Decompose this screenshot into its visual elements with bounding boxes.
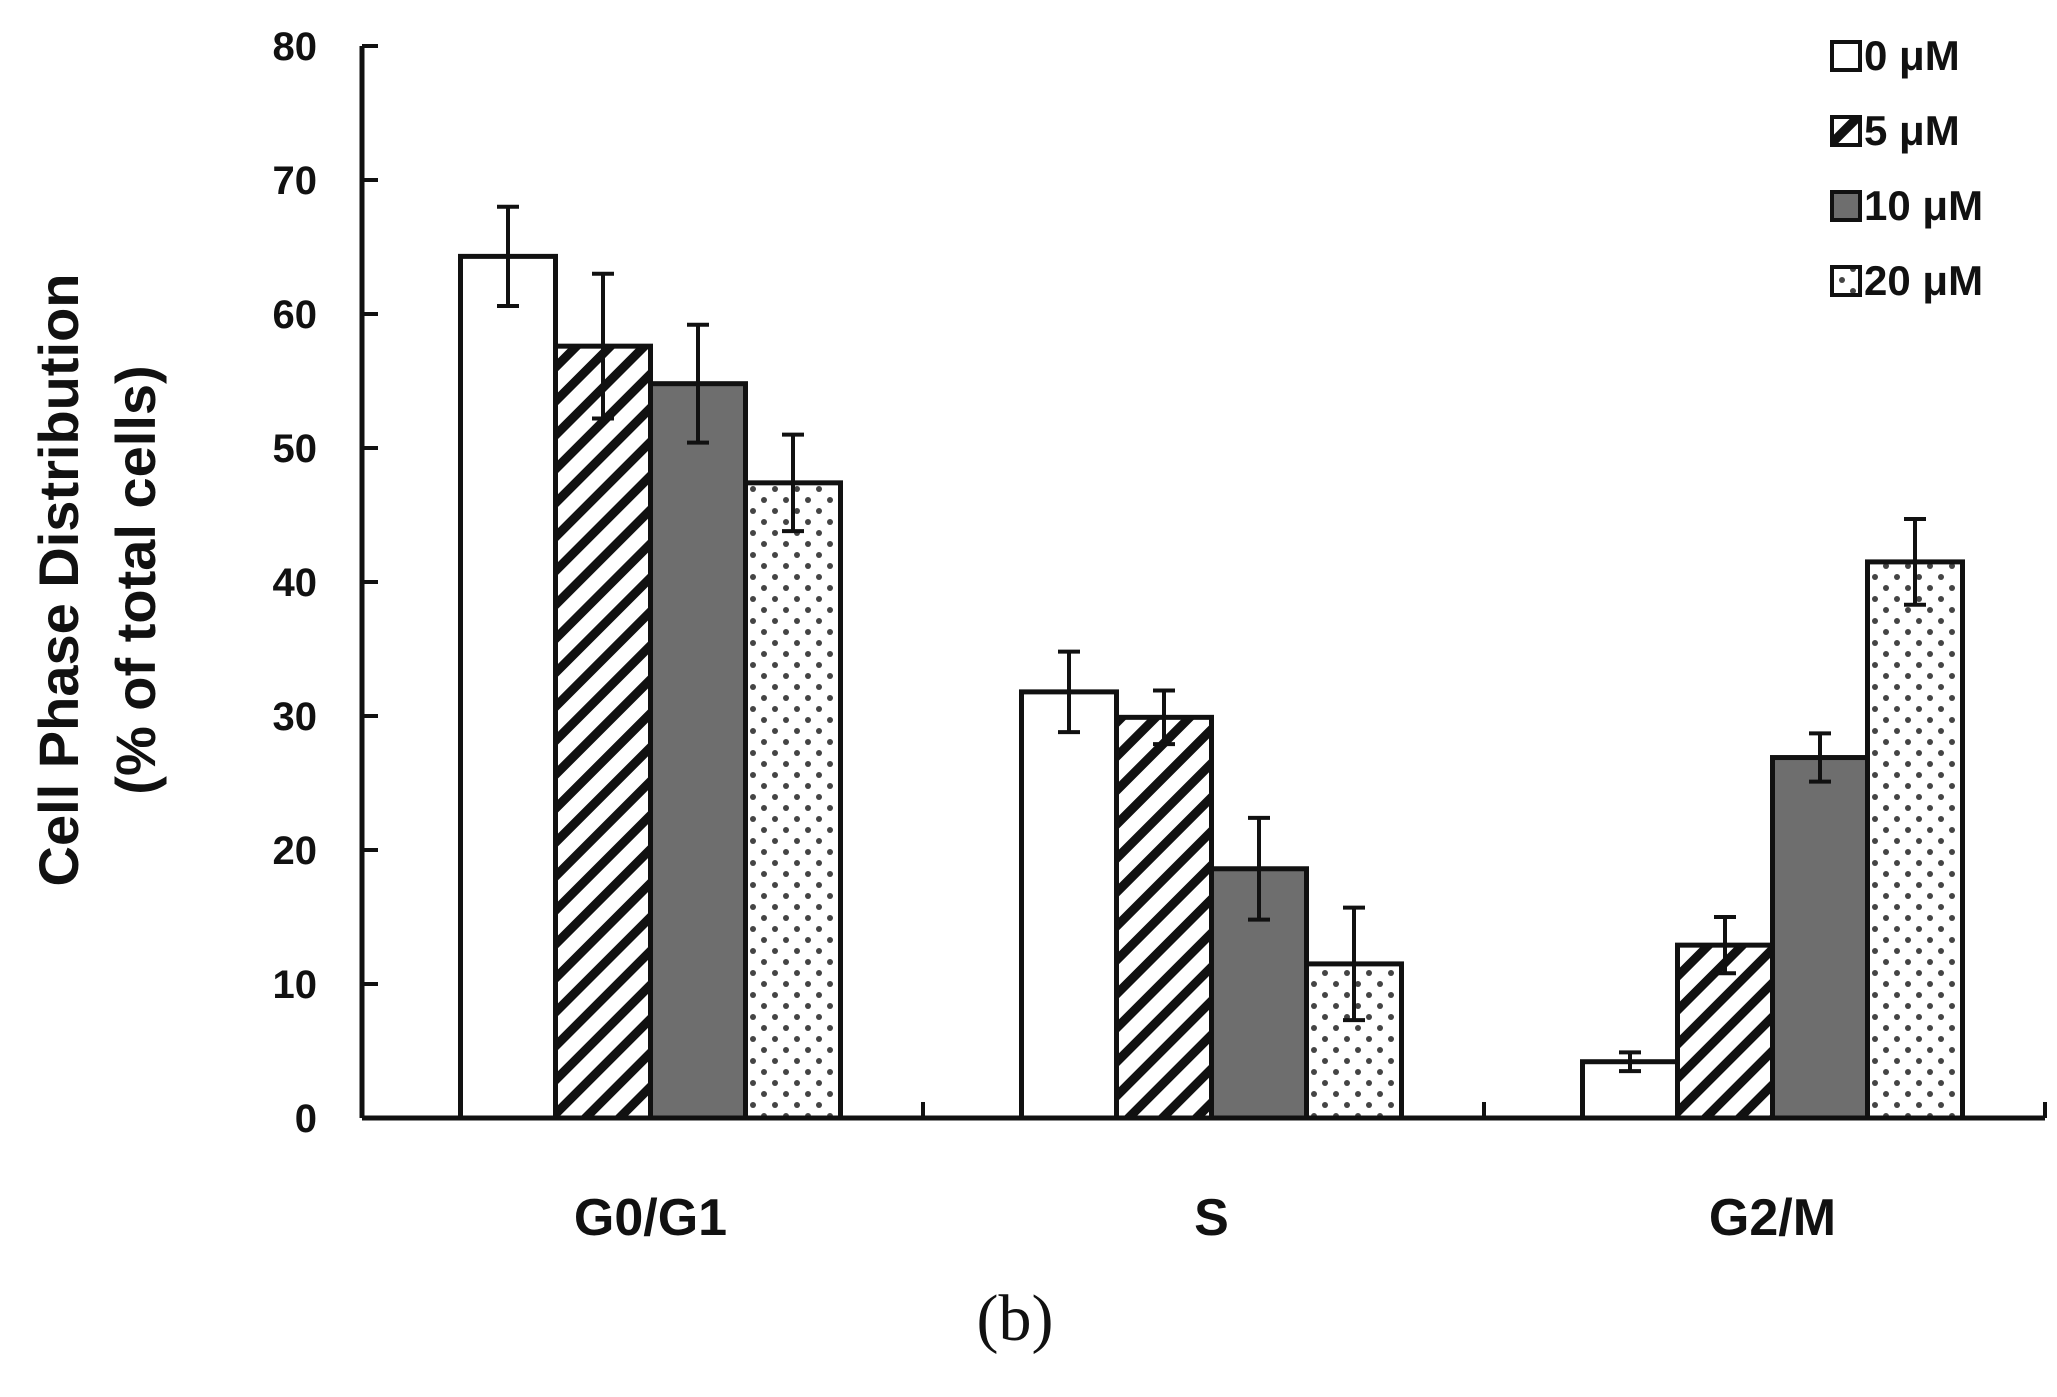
bar	[1019, 689, 1119, 1121]
x-category-label: G2/M	[1709, 1189, 1836, 1247]
y-tick-label: 30	[273, 695, 318, 739]
bar	[743, 480, 843, 1121]
bar	[553, 343, 653, 1121]
bar	[1114, 714, 1214, 1121]
bar	[458, 253, 558, 1121]
legend-label: 10 μM	[1864, 182, 1983, 229]
y-tick-label: 80	[273, 25, 318, 69]
y-axis-title-line1: Cell Phase Distribution	[27, 274, 90, 887]
y-tick-label: 50	[273, 427, 318, 471]
legend-swatch	[1830, 40, 1862, 72]
legend-swatch	[1830, 115, 1862, 147]
x-category-label: G0/G1	[574, 1189, 727, 1247]
y-tick-label: 60	[273, 293, 318, 337]
y-axis-title-line2: (% of total cells)	[104, 365, 167, 794]
bar	[1770, 755, 1870, 1121]
x-category-label: S	[1194, 1189, 1229, 1247]
legend-label: 0 μM	[1864, 32, 1960, 79]
bar	[1865, 559, 1965, 1121]
y-tick-label: 40	[273, 561, 318, 605]
y-tick-label: 70	[273, 159, 318, 203]
legend-label: 20 μM	[1864, 257, 1983, 304]
bar	[648, 381, 748, 1121]
panel-label: (b)	[977, 1282, 1054, 1355]
y-tick-label: 0	[295, 1097, 317, 1141]
y-tick-label: 20	[273, 829, 318, 873]
legend-label: 5 μM	[1864, 107, 1960, 154]
legend-swatch	[1830, 265, 1862, 297]
y-tick-label: 10	[273, 963, 318, 1007]
legend-swatch	[1830, 190, 1862, 222]
